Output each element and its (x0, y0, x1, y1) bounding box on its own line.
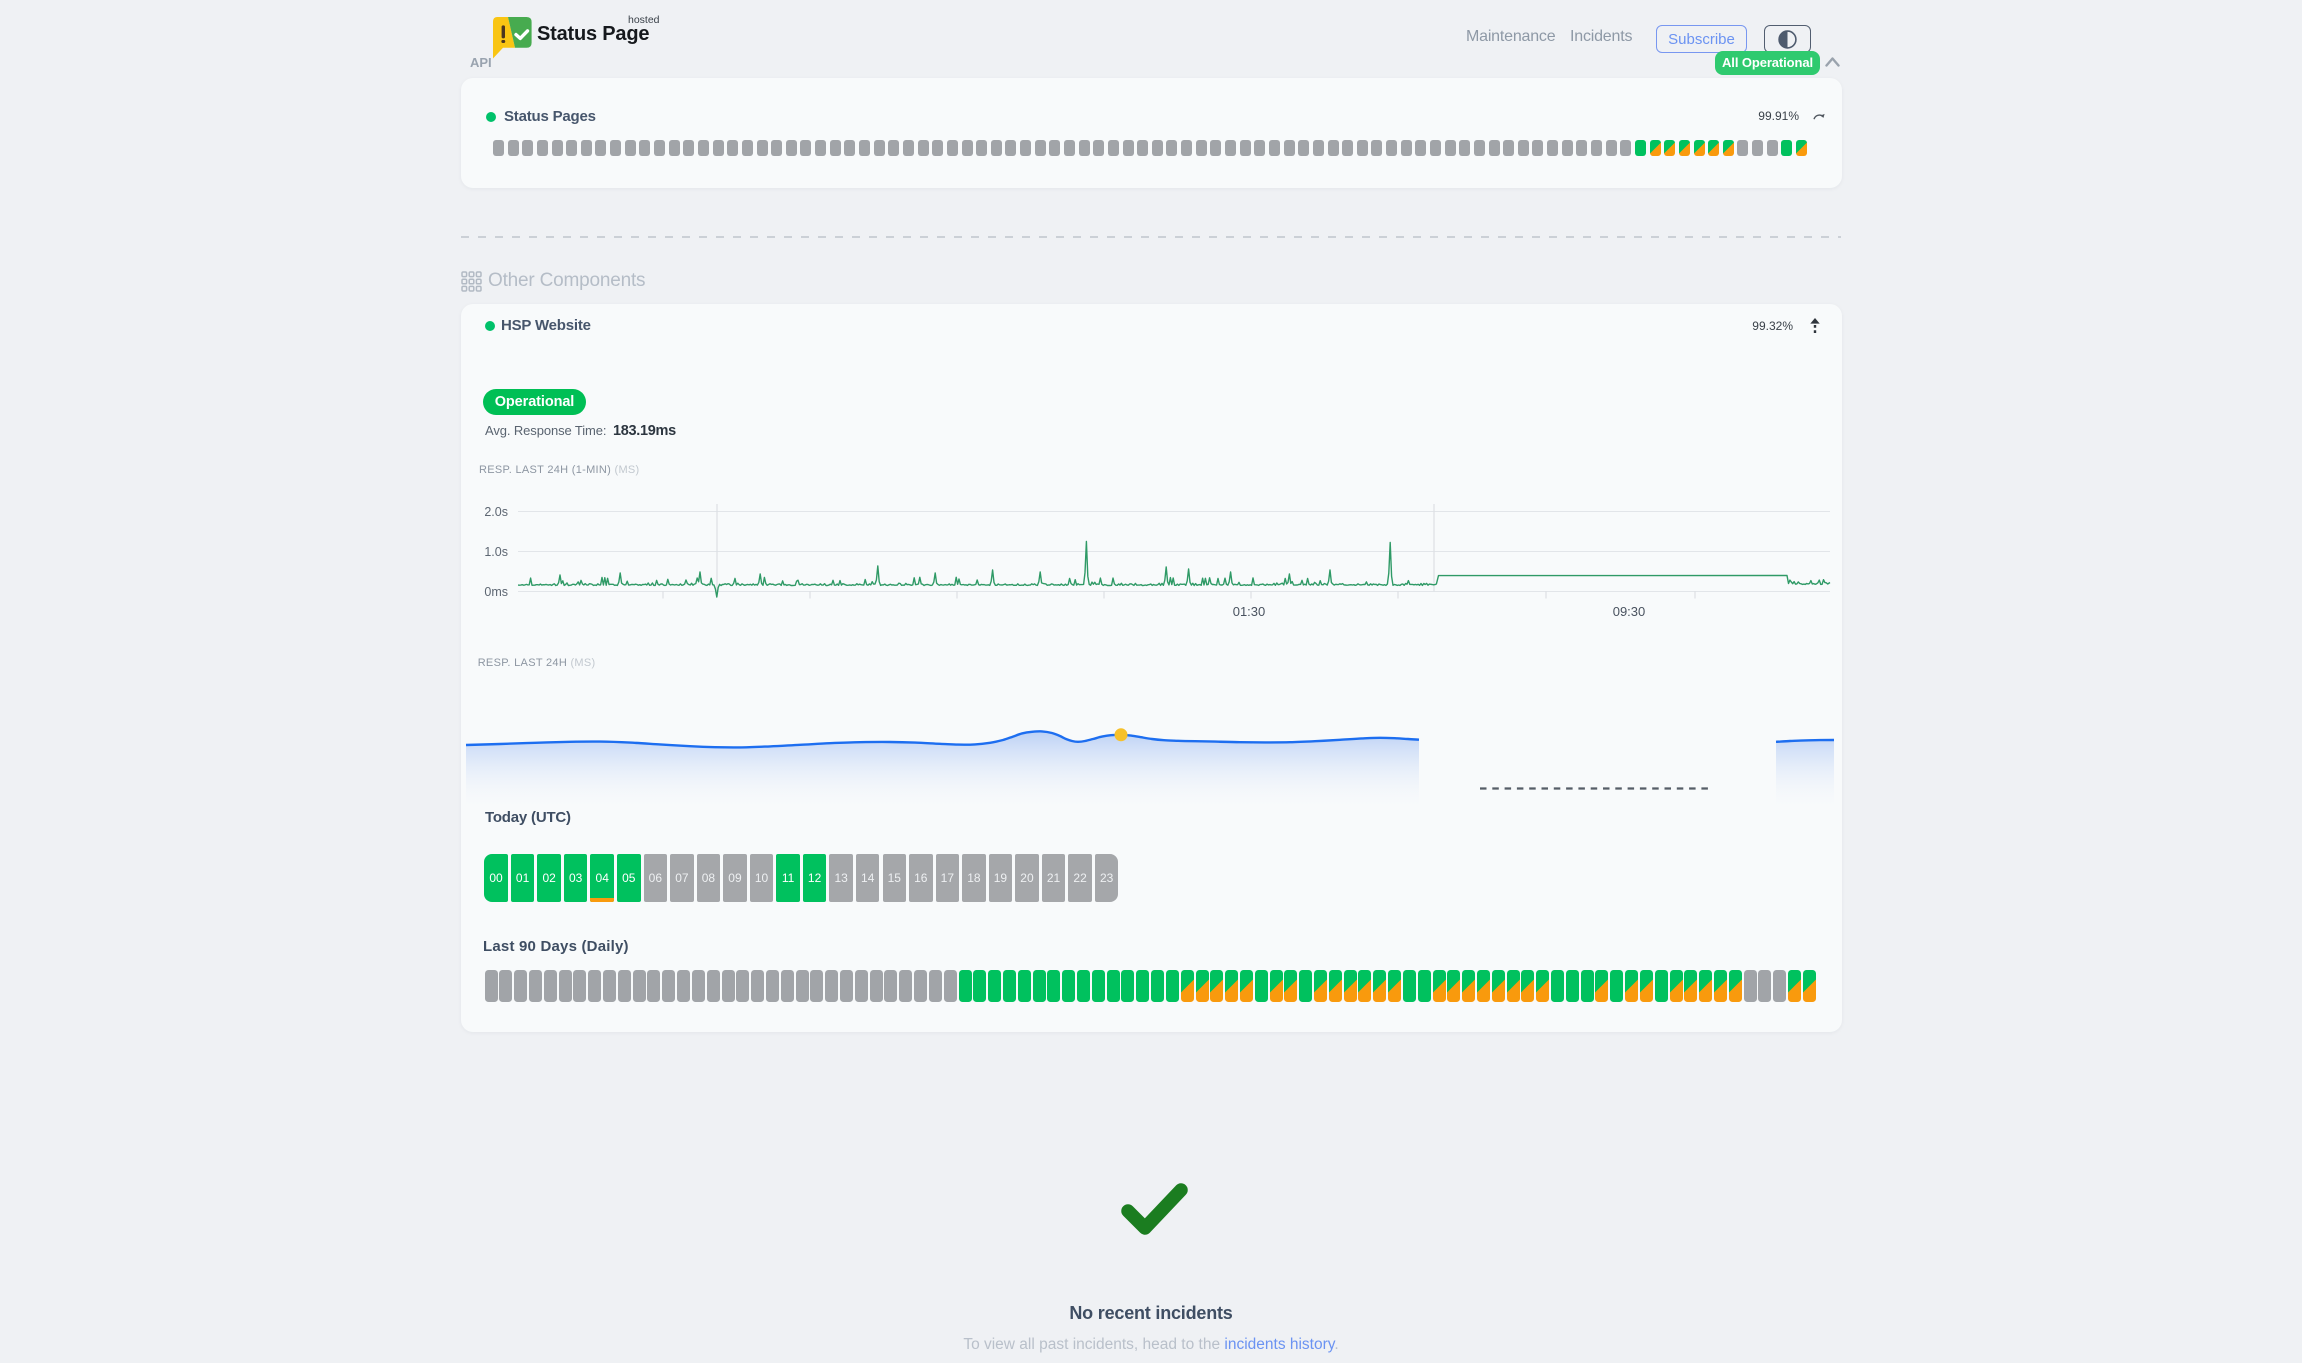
svg-text:09:30: 09:30 (1613, 604, 1646, 619)
svg-text:0ms: 0ms (484, 585, 508, 599)
svg-text:2.0s: 2.0s (484, 505, 508, 519)
svg-text:01:30: 01:30 (1233, 604, 1266, 619)
svg-text:1.0s: 1.0s (484, 545, 508, 559)
